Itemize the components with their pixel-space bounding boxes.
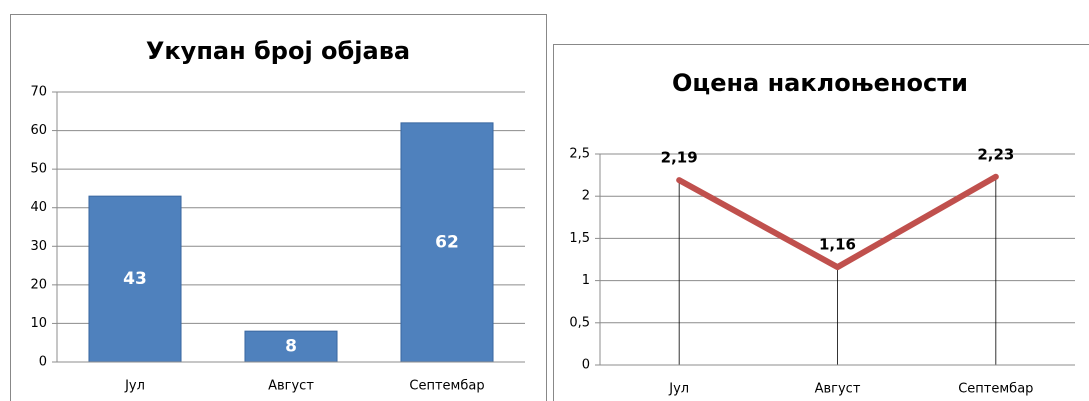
y-tick-label: 10: [30, 316, 47, 331]
y-tick-label: 0: [582, 358, 590, 373]
y-tick-label: 2,5: [569, 147, 590, 162]
y-tick-label: 0,5: [569, 315, 590, 330]
x-tick-label: Јул: [668, 382, 689, 397]
x-tick-label: Септембар: [409, 379, 484, 394]
bar: [244, 330, 338, 363]
y-tick-label: 60: [30, 123, 47, 138]
y-tick-label: 30: [30, 239, 47, 254]
bar: [400, 122, 494, 363]
data-label: 43: [123, 269, 147, 289]
x-tick-label: Септембар: [958, 382, 1033, 397]
y-tick-label: 70: [30, 85, 47, 100]
y-tick-label: 50: [30, 162, 47, 177]
data-label: 62: [435, 232, 459, 252]
x-tick-label: Јул: [124, 379, 145, 394]
bar: [88, 195, 182, 363]
y-tick-label: 1: [582, 273, 590, 288]
y-tick-label: 40: [30, 200, 47, 215]
data-label: 8: [285, 337, 297, 357]
data-label: 2,19: [661, 149, 698, 167]
x-tick-label: Август: [815, 382, 861, 397]
y-tick-label: 20: [30, 277, 47, 292]
y-tick-label: 0: [39, 355, 47, 370]
line: [676, 173, 999, 271]
y-tick-label: 2: [582, 189, 590, 204]
y-tick-label: 1,5: [569, 231, 590, 246]
data-label: 2,23: [977, 145, 1014, 163]
x-tick-label: Август: [268, 379, 314, 394]
chart-title: Оцена наклоњености: [672, 69, 968, 97]
chart-title: Укупан број објава: [146, 37, 410, 65]
data-label: 1,16: [819, 236, 856, 254]
chart-frame: [553, 44, 1089, 401]
